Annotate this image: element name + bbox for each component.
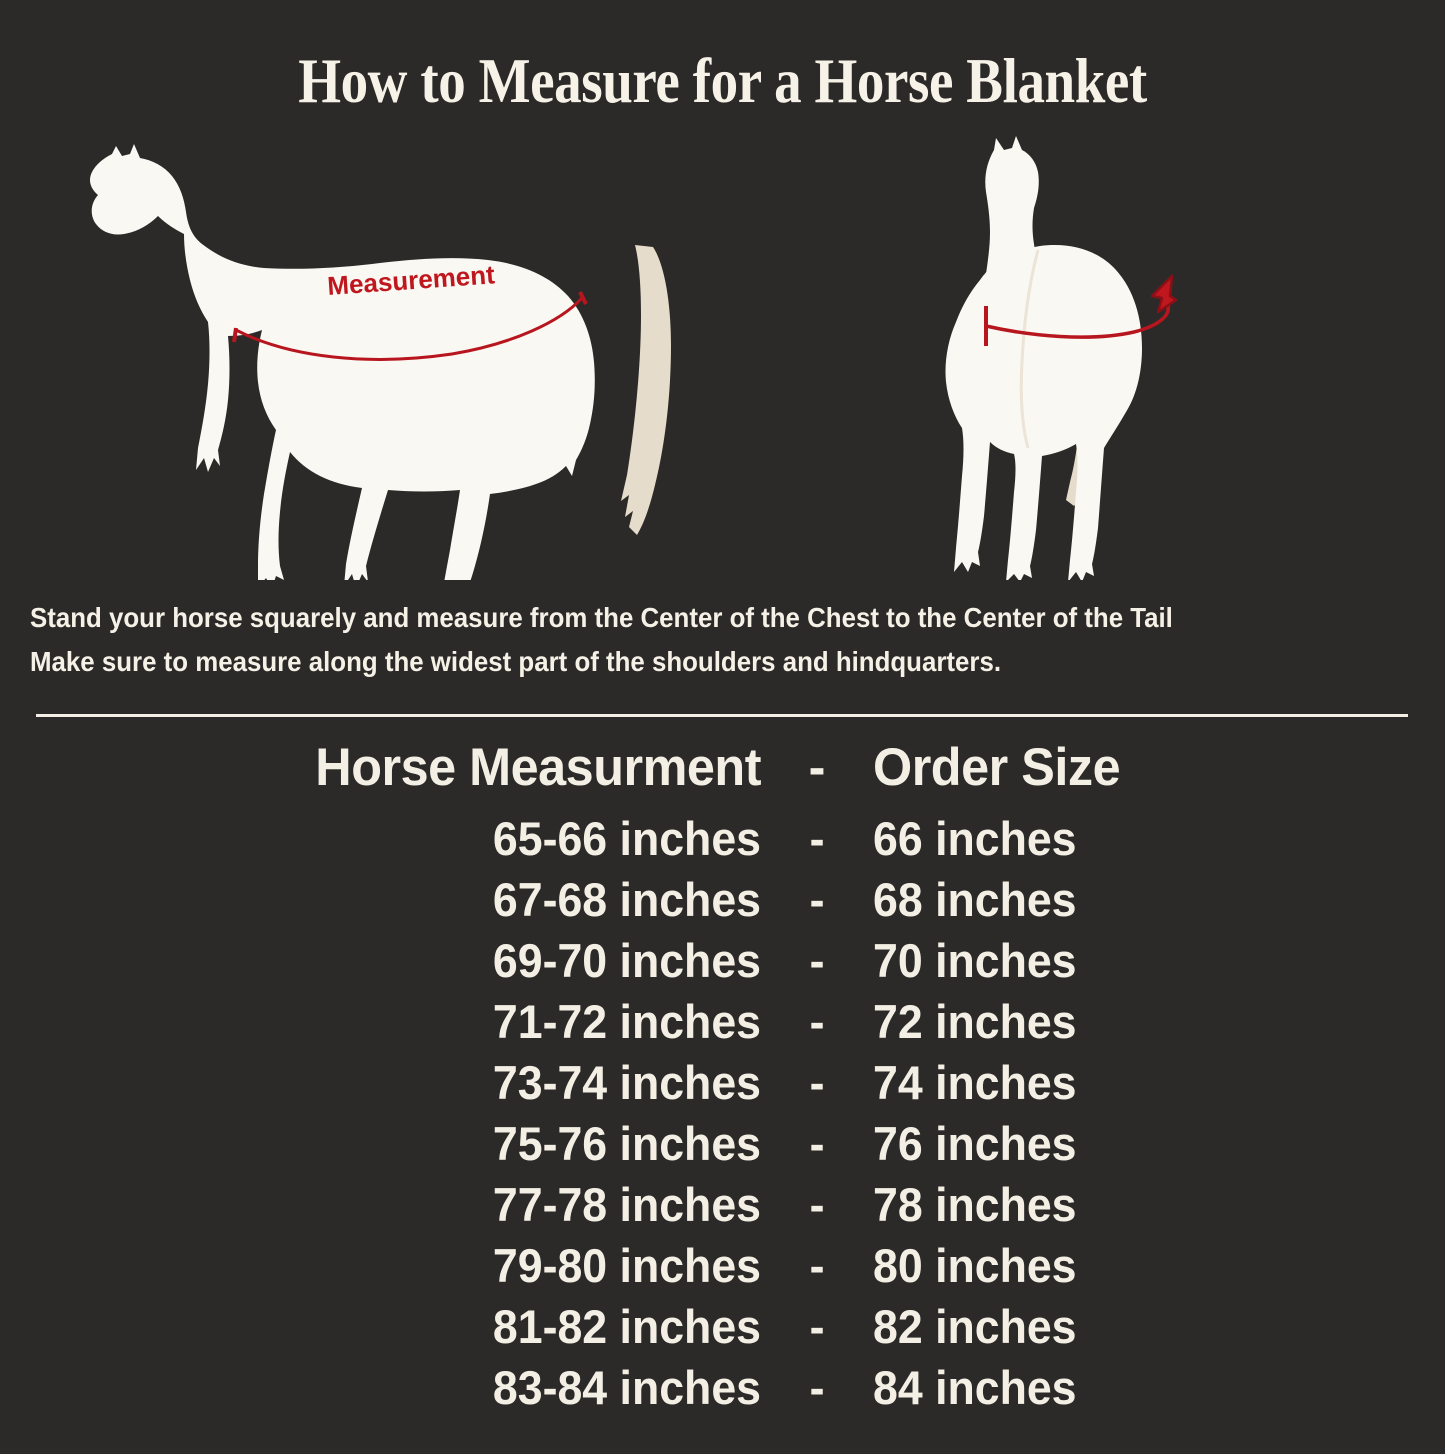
row-dash: - xyxy=(809,1117,824,1170)
row-order-size: 66 inches xyxy=(872,812,1077,865)
row-measurement: 83-84 inches xyxy=(492,1361,761,1414)
row-order-size: 80 inches xyxy=(872,1239,1077,1292)
table-row: 77-78 inches - 78 inches xyxy=(0,1174,1445,1235)
body-contour-line xyxy=(1019,249,1040,449)
row-order-size: 70 inches xyxy=(872,934,1077,987)
table-row: 73-74 inches - 74 inches xyxy=(0,1052,1445,1113)
row-dash: - xyxy=(809,1300,824,1353)
table-header-row: Horse Measurment - Order Size xyxy=(0,734,1445,802)
row-order-size: 82 inches xyxy=(872,1300,1077,1353)
table-row: 71-72 inches - 72 inches xyxy=(0,991,1445,1052)
row-measurement: 73-74 inches xyxy=(492,1056,761,1109)
row-measurement: 65-66 inches xyxy=(492,812,761,865)
row-dash: - xyxy=(809,934,824,987)
horse-side-view: Measurement xyxy=(60,130,700,580)
table-row: 81-82 inches - 82 inches xyxy=(0,1296,1445,1357)
horse-rear-view xyxy=(920,130,1220,580)
row-order-size: 74 inches xyxy=(872,1056,1077,1109)
row-dash: - xyxy=(809,873,824,926)
instructions-line-2: Make sure to measure along the widest pa… xyxy=(30,646,1002,677)
measurement-line xyxy=(235,296,584,361)
table-row: 79-80 inches - 80 inches xyxy=(0,1235,1445,1296)
horse-body-rear xyxy=(945,245,1142,580)
table-header-order-size: Order Size xyxy=(872,738,1121,797)
table-header-dash: - xyxy=(808,738,825,797)
measurement-end-tick xyxy=(578,291,588,305)
row-dash: - xyxy=(809,1239,824,1292)
row-order-size: 72 inches xyxy=(872,995,1077,1048)
table-row: 69-70 inches - 70 inches xyxy=(0,930,1445,991)
section-divider xyxy=(36,714,1408,717)
row-measurement: 75-76 inches xyxy=(492,1117,761,1170)
illustration-band: Measurement xyxy=(0,130,1445,585)
horse-body-side xyxy=(90,144,595,580)
row-dash: - xyxy=(809,995,824,1048)
row-dash: - xyxy=(809,1361,824,1414)
instructions-line-1: Stand your horse squarely and measure fr… xyxy=(30,602,1173,633)
table-row: 75-76 inches - 76 inches xyxy=(0,1113,1445,1174)
row-order-size: 78 inches xyxy=(872,1178,1077,1231)
row-order-size: 68 inches xyxy=(872,873,1077,926)
size-table: Horse Measurment - Order Size 65-66 inch… xyxy=(0,734,1445,1418)
table-header-measurement: Horse Measurment xyxy=(314,738,761,797)
row-order-size: 84 inches xyxy=(872,1361,1077,1414)
page-title: How to Measure for a Horse Blanket xyxy=(298,45,1147,116)
row-measurement: 71-72 inches xyxy=(492,995,761,1048)
horse-tail-side xyxy=(621,245,671,535)
row-dash: - xyxy=(809,1056,824,1109)
table-row: 67-68 inches - 68 inches xyxy=(0,869,1445,930)
table-row: 65-66 inches - 66 inches xyxy=(0,808,1445,869)
row-measurement: 69-70 inches xyxy=(492,934,761,987)
row-measurement: 77-78 inches xyxy=(492,1178,761,1231)
table-row: 83-84 inches - 84 inches xyxy=(0,1357,1445,1418)
row-measurement: 67-68 inches xyxy=(492,873,761,926)
rear-measure-line xyxy=(985,305,1170,339)
row-dash: - xyxy=(809,1178,824,1231)
row-measurement: 79-80 inches xyxy=(492,1239,761,1292)
rear-measure-arrowhead xyxy=(1150,274,1178,314)
row-order-size: 76 inches xyxy=(872,1117,1077,1170)
measurement-start-tick xyxy=(232,327,238,343)
row-measurement: 81-82 inches xyxy=(492,1300,761,1353)
instructions-text: Stand your horse squarely and measure fr… xyxy=(30,596,1337,684)
row-dash: - xyxy=(809,812,824,865)
